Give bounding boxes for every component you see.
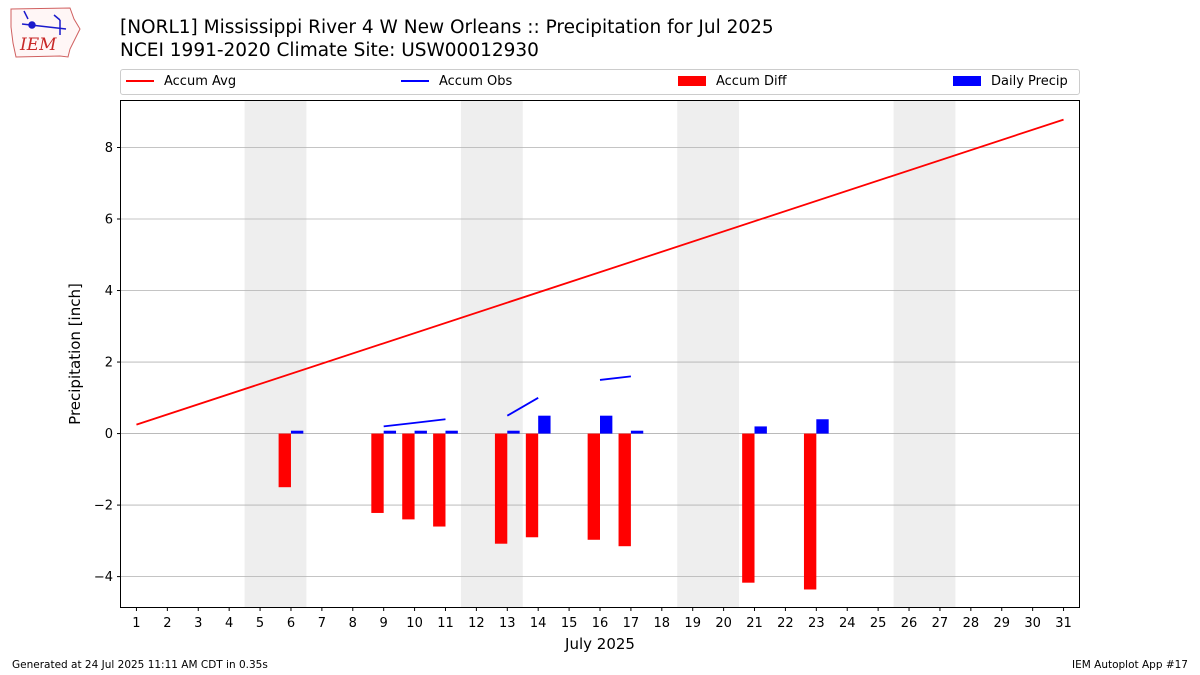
x-tick-label: 23 xyxy=(808,616,825,631)
x-tick-label: 18 xyxy=(654,616,671,631)
x-tick-label: 24 xyxy=(839,616,856,631)
y-tick-label: −4 xyxy=(94,570,113,585)
accum-obs-line xyxy=(506,397,539,417)
y-tick-label: −2 xyxy=(94,499,113,514)
accum-obs-line xyxy=(599,375,632,381)
accum-diff-bar xyxy=(803,433,817,590)
x-tick-label: 9 xyxy=(380,616,388,631)
x-axis-label: July 2025 xyxy=(564,635,635,653)
daily-precip-bar xyxy=(630,430,644,434)
x-tick-label: 19 xyxy=(684,616,701,631)
y-tick-label: 0 xyxy=(105,427,113,442)
legend-swatch-daily-precip xyxy=(953,75,981,86)
autoplot-app-label: IEM Autoplot App #17 xyxy=(1072,659,1188,671)
legend-item-daily-precip: Daily Precip xyxy=(953,73,1068,91)
x-tick-label: 30 xyxy=(1024,616,1041,631)
x-tick-label: 2 xyxy=(163,616,171,631)
legend-item-accum-obs: Accum Obs xyxy=(401,73,512,91)
weekend-shading xyxy=(460,101,523,607)
x-tick-label: 28 xyxy=(963,616,980,631)
weekend-shading xyxy=(677,101,740,607)
legend-swatch-accum-obs xyxy=(401,79,429,82)
x-tick-label: 25 xyxy=(870,616,887,631)
legend-swatch-accum-avg xyxy=(126,79,154,82)
y-tick-label: 8 xyxy=(105,141,113,156)
x-tick-label: 26 xyxy=(901,616,918,631)
y-tick-label: 6 xyxy=(105,213,113,228)
x-tick-label: 8 xyxy=(349,616,357,631)
legend-label-daily-precip: Daily Precip xyxy=(991,74,1068,89)
x-tick-label: 27 xyxy=(932,616,949,631)
daily-precip-bar xyxy=(445,430,458,434)
y-tick-label: 4 xyxy=(105,284,113,299)
x-tick-label: 5 xyxy=(256,616,264,631)
daily-precip-bar xyxy=(538,415,551,434)
x-tick-label: 1 xyxy=(132,616,140,631)
x-tick-label: 14 xyxy=(530,616,547,631)
accum-avg-line xyxy=(136,118,1064,426)
x-tick-label: 21 xyxy=(746,616,763,631)
logo-text: IEM xyxy=(19,35,57,55)
daily-precip-bar xyxy=(754,426,767,434)
daily-precip-bar xyxy=(600,415,613,434)
x-tick-label: 20 xyxy=(715,616,732,631)
legend-item-accum-avg: Accum Avg xyxy=(126,73,236,91)
legend-label-accum-avg: Accum Avg xyxy=(164,74,237,89)
accum-diff-bar xyxy=(618,433,631,547)
x-tick-label: 11 xyxy=(437,616,454,631)
chart-title: [NORL1] Mississippi River 4 W New Orlean… xyxy=(120,17,774,38)
accum-diff-bar xyxy=(742,433,755,583)
daily-precip-bar xyxy=(414,430,427,434)
x-tick-label: 31 xyxy=(1055,616,1072,631)
x-tick-label: 17 xyxy=(623,616,640,631)
legend-swatch-accum-diff xyxy=(678,75,706,86)
x-tick-label: 10 xyxy=(406,616,423,631)
iowa-outline-icon xyxy=(10,7,81,58)
chart-subtitle: NCEI 1991-2020 Climate Site: USW00012930 xyxy=(120,40,539,61)
legend-label-accum-diff: Accum Diff xyxy=(716,74,787,89)
daily-precip-bar xyxy=(383,430,397,434)
accum-obs-line xyxy=(383,418,446,428)
x-tick-label: 29 xyxy=(993,616,1010,631)
iem-logo: IEM xyxy=(10,7,81,58)
weekend-shading xyxy=(893,101,956,607)
x-tick-label: 16 xyxy=(592,616,609,631)
accum-diff-bar xyxy=(278,433,291,488)
x-tick-label: 3 xyxy=(194,616,202,631)
accum-diff-bar xyxy=(433,433,446,527)
daily-precip-bar xyxy=(290,430,304,434)
accum-diff-bar xyxy=(494,433,508,544)
chart-legend: Accum Avg Accum Obs Accum Diff Daily Pre… xyxy=(120,69,1080,95)
y-tick-label: 2 xyxy=(105,356,113,371)
accum-diff-bar xyxy=(525,433,539,538)
x-tick-label: 6 xyxy=(287,616,295,631)
accum-diff-bar xyxy=(587,433,600,540)
daily-precip-bar xyxy=(507,430,520,434)
weekend-shading xyxy=(244,101,307,607)
x-tick-label: 15 xyxy=(561,616,578,631)
accum-diff-bar xyxy=(402,433,415,520)
weather-station-icon xyxy=(21,10,67,35)
legend-label-accum-obs: Accum Obs xyxy=(439,74,513,89)
x-tick-label: 12 xyxy=(468,616,485,631)
daily-precip-bar xyxy=(816,419,829,434)
accum-diff-bar xyxy=(371,433,384,513)
x-tick-label: 22 xyxy=(777,616,794,631)
legend-item-accum-diff: Accum Diff xyxy=(678,73,787,91)
x-tick-label: 7 xyxy=(318,616,326,631)
x-tick-label: 4 xyxy=(225,616,233,631)
y-axis-label: Precipitation [inch] xyxy=(66,283,84,425)
generated-timestamp: Generated at 24 Jul 2025 11:11 AM CDT in… xyxy=(12,659,268,671)
x-tick-label: 13 xyxy=(499,616,516,631)
